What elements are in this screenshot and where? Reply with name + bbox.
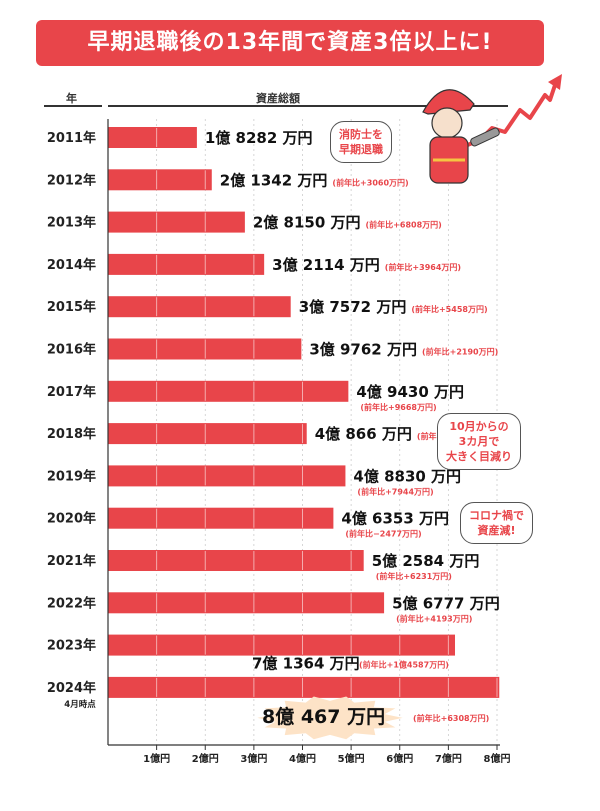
page-title: 早期退職後の13年間で資産3倍以上に! <box>87 30 493 55</box>
asset-column-header: 資産総額 <box>256 92 300 105</box>
firefighter-mascot-icon <box>422 74 562 184</box>
face-icon <box>431 107 463 139</box>
value-label: 4億 866 万円 <box>315 425 412 443</box>
year-label: 2014年 <box>47 257 96 273</box>
year-label: 2017年 <box>47 384 96 400</box>
bar-2024年 <box>108 676 500 698</box>
rising-arrow-line <box>454 81 558 152</box>
diff-label: (前年比+1億4587万円) <box>359 660 449 670</box>
value-label: 5億 2584 万円 <box>372 552 480 570</box>
x-tick-label-7: 7億円 <box>435 752 462 765</box>
value-label: 3億 9762 万円 <box>309 341 417 359</box>
value-label: 2億 1342 万円 <box>220 171 328 189</box>
x-tick-label-3: 3億円 <box>240 752 267 765</box>
year-label: 2012年 <box>47 172 96 188</box>
year-label: 2023年 <box>47 638 96 654</box>
year-label: 2019年 <box>47 468 96 484</box>
helmet-icon <box>422 89 475 115</box>
bar-2014年 <box>108 253 265 275</box>
bar-2011年 <box>108 127 197 148</box>
value-label: 2億 8150 万円 <box>253 214 361 232</box>
diff-label: (前年比+6231万円) <box>376 571 452 581</box>
annotation-line: コロナ禍で <box>469 509 524 522</box>
bar-2016年 <box>108 338 302 360</box>
diff-label: (前年比−2477万円) <box>345 529 421 539</box>
year-label: 2015年 <box>47 299 96 315</box>
bar-2013年 <box>108 211 245 233</box>
value-label: 4億 9430 万円 <box>356 383 464 401</box>
header-divider-left <box>44 105 102 107</box>
x-tick-label-1: 1億円 <box>143 752 170 765</box>
final-value-burst <box>257 696 403 740</box>
diff-label: (前年比+7944万円) <box>357 486 433 496</box>
value-label: 4億 8830 万円 <box>353 467 461 485</box>
value-label: 1億 8282 万円 <box>205 129 313 147</box>
bar-2023年 <box>108 634 456 656</box>
annotation-covid-drop: コロナ禍で資産減! <box>460 502 533 544</box>
bar-2018年 <box>108 423 307 445</box>
year-sublabel: 4月時点 <box>64 699 96 710</box>
value-label: 5億 6777 万円 <box>392 594 500 612</box>
year-label: 2020年 <box>47 511 96 527</box>
x-tick-label-2: 2億円 <box>192 752 219 765</box>
diff-label: (前年比+6808万円) <box>366 220 442 230</box>
diff-label: (前年比+4193万円) <box>396 613 472 623</box>
bar-2017年 <box>108 380 349 402</box>
hose-nozzle-icon <box>470 127 500 147</box>
year-label: 2024年 <box>47 680 96 696</box>
x-tick-label-4: 4億円 <box>289 752 316 765</box>
bar-2020年 <box>108 507 334 529</box>
bars-group <box>108 127 500 698</box>
annotation-line: 3カ月で <box>458 435 500 448</box>
header-divider-right <box>108 105 508 107</box>
x-tick-label-5: 5億円 <box>338 752 365 765</box>
annotation-line: 大きく目減り <box>446 450 512 463</box>
annotation-line: 資産減! <box>477 524 516 537</box>
diff-label: (前年比+6308万円) <box>413 713 489 723</box>
bar-2021年 <box>108 550 364 571</box>
diff-label: (前年比+3060万円) <box>332 177 408 187</box>
bar-2019年 <box>108 465 346 487</box>
x-axis: 1億円 2億円 3億円 4億円 5億円 6億円 7億円 8億円 <box>107 119 511 765</box>
year-label: 2016年 <box>47 342 96 358</box>
year-label: 2011年 <box>47 130 96 146</box>
annotation-line: 10月からの <box>449 420 509 433</box>
diff-label: (前年比+5458万円) <box>411 304 487 314</box>
diff-label: (前年比+3964万円) <box>385 262 461 272</box>
value-label: 7億 1364 万円 <box>252 655 360 673</box>
value-label: 8億 467 万円 <box>262 705 385 728</box>
year-label: 2022年 <box>47 595 96 611</box>
diff-label: (前年比+9668万円) <box>360 402 436 412</box>
x-tick-label-8: 8億円 <box>484 752 511 765</box>
bar-2015年 <box>108 296 291 318</box>
year-label: 2021年 <box>47 553 96 569</box>
year-column-header: 年 <box>66 92 77 105</box>
year-label: 2018年 <box>47 426 96 442</box>
annotation-line: 消防士を <box>339 128 383 141</box>
value-label: 3億 2114 万円 <box>272 256 380 274</box>
year-label: 2013年 <box>47 215 96 231</box>
diff-label: (前年比+2190万円) <box>422 347 498 357</box>
labels-group: 2011年 1億 8282 万円 2012年 2億 1342 万円 (前年比+3060万… <box>47 129 500 740</box>
annotation-line: 早期退職 <box>339 143 383 156</box>
title-banner: 早期退職後の13年間で資産3倍以上に! <box>36 20 544 66</box>
bar-2022年 <box>108 592 385 614</box>
x-tick-label-6: 6億円 <box>386 752 413 765</box>
bar-2012年 <box>108 169 212 191</box>
value-label: 3億 7572 万円 <box>299 298 407 316</box>
annotation-early-retirement: 消防士を 早期退職 <box>330 121 392 163</box>
value-label: 4億 6353 万円 <box>341 510 449 528</box>
annotation-2018-drop: 10月からの 3カ月で大きく目減り <box>437 413 521 470</box>
arrow-head-icon <box>548 74 562 90</box>
